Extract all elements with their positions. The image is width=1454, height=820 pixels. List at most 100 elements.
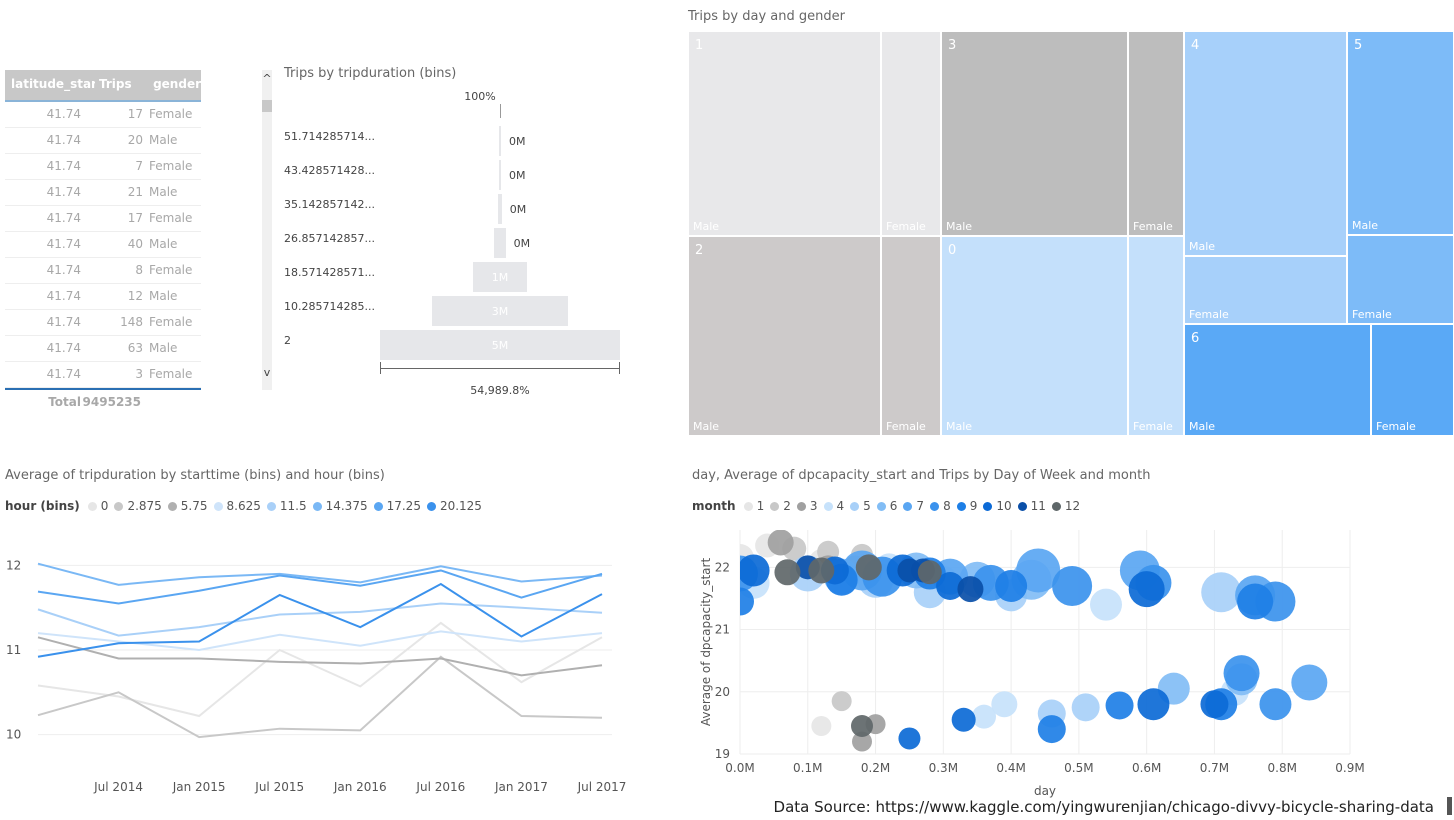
treemap-tile-day-1-male[interactable]: 1 Male bbox=[688, 31, 881, 236]
legend-item[interactable]: 8 bbox=[930, 499, 951, 513]
source-scroll-handle[interactable] bbox=[1447, 797, 1452, 815]
scatter-bubble-month-12[interactable] bbox=[774, 559, 801, 586]
table-row[interactable]: 41.74 17 Female bbox=[5, 102, 201, 128]
table-row[interactable]: 41.74 12 Male bbox=[5, 284, 201, 310]
legend-item[interactable]: 2.875 bbox=[114, 499, 162, 513]
scatter-bubble-month-12[interactable] bbox=[917, 560, 942, 585]
line-series-11.5[interactable] bbox=[37, 602, 603, 637]
legend-item[interactable]: 8.625 bbox=[213, 499, 261, 513]
scatter-bubble-month-12[interactable] bbox=[851, 715, 873, 737]
treemap-tile-day-6-male[interactable]: 6 Male bbox=[1184, 324, 1371, 436]
legend-item[interactable]: 11 bbox=[1017, 499, 1046, 513]
table-row[interactable]: 41.74 40 Male bbox=[5, 232, 201, 258]
treemap-tile-day-3-female[interactable]: Female bbox=[1128, 31, 1184, 236]
scatter-bubble-month-10[interactable] bbox=[951, 707, 976, 732]
table-row[interactable]: 41.74 3 Female bbox=[5, 362, 201, 388]
scatter-bubble-month-5[interactable] bbox=[1071, 693, 1100, 722]
treemap-tile-day-0-male[interactable]: 0 Male bbox=[941, 236, 1128, 436]
funnel-chart[interactable]: 100% 54,989.8% 51.714285714... 0M 43.42857… bbox=[280, 86, 630, 406]
scatter-bubble-month-2[interactable] bbox=[831, 691, 852, 712]
legend-item[interactable]: 9 bbox=[956, 499, 977, 513]
legend-item[interactable]: 11.5 bbox=[266, 499, 307, 513]
scatter-bubble-month-8[interactable] bbox=[1259, 688, 1292, 721]
scatter-bubble-month-1[interactable] bbox=[811, 716, 832, 736]
scatter-bubble-month-7[interactable] bbox=[1016, 548, 1061, 593]
scroll-up-arrow-icon[interactable]: ^ bbox=[262, 72, 272, 85]
scatter-bubble-month-3[interactable] bbox=[767, 529, 794, 556]
scatter-bubble-month-7[interactable] bbox=[1291, 664, 1328, 701]
legend-item[interactable]: 3 bbox=[796, 499, 818, 513]
legend-item[interactable]: 5.75 bbox=[167, 499, 208, 513]
funnel-bar[interactable] bbox=[432, 296, 568, 326]
scatter-bubble-month-9[interactable] bbox=[1037, 715, 1066, 744]
column-header-latitude[interactable]: latitude_start bbox=[5, 70, 103, 100]
scatter-bubble-month-8[interactable] bbox=[1223, 655, 1260, 692]
legend-item[interactable]: 6 bbox=[876, 499, 897, 513]
funnel-bar[interactable] bbox=[472, 262, 528, 292]
treemap-tile-day-4-male[interactable]: 4 Male bbox=[1184, 31, 1347, 256]
funnel-bar[interactable] bbox=[380, 330, 620, 360]
line-series-17.25[interactable] bbox=[37, 569, 603, 605]
legend-item[interactable]: 10 bbox=[983, 499, 1012, 513]
treemap-tile-day-2-female[interactable]: Female bbox=[881, 236, 941, 436]
funnel-bar[interactable] bbox=[499, 126, 501, 156]
treemap-chart[interactable]: 1 Male Female 2 Male Female 3 Male Female 0 Male Fe… bbox=[688, 31, 1454, 436]
treemap-tile-day-1-female[interactable]: Female bbox=[881, 31, 941, 236]
scatter-bubble-month-12[interactable] bbox=[808, 557, 835, 584]
line-chart[interactable]: 12 11 10 Jul 2014 Jan 2015 Jul 2015 Jan 2016 Ju… bbox=[0, 520, 640, 800]
legend-item[interactable]: 20.125 bbox=[426, 499, 482, 513]
legend-item[interactable]: 7 bbox=[903, 499, 924, 513]
legend-item[interactable]: 4 bbox=[823, 499, 844, 513]
treemap-tile-day-0-female[interactable]: Female bbox=[1128, 236, 1184, 436]
table-row[interactable]: 41.74 148 Female bbox=[5, 310, 201, 336]
treemap-tile-day-5-female[interactable]: Female bbox=[1347, 235, 1454, 324]
table-row[interactable]: 41.74 7 Female bbox=[5, 154, 201, 180]
scatter-bubble-month-10[interactable] bbox=[898, 727, 921, 750]
scatter-bubble-month-3[interactable] bbox=[852, 731, 872, 752]
scatter-bubble-month-10[interactable] bbox=[1137, 688, 1170, 721]
treemap-tile-day-6-female[interactable]: Female bbox=[1371, 324, 1454, 436]
scatter-bubble-month-4[interactable] bbox=[1090, 588, 1122, 621]
table-row[interactable]: 41.74 63 Male bbox=[5, 336, 201, 362]
funnel-bar[interactable] bbox=[498, 194, 502, 224]
line-series-20.125[interactable] bbox=[37, 582, 603, 658]
legend-item[interactable]: 12 bbox=[1051, 499, 1080, 513]
legend-item[interactable]: 0 bbox=[87, 499, 108, 513]
funnel-bar[interactable] bbox=[494, 228, 506, 258]
table-row[interactable]: 41.74 8 Female bbox=[5, 258, 201, 284]
line-series-14.375[interactable] bbox=[37, 562, 603, 586]
legend-item[interactable]: 1 bbox=[743, 499, 764, 513]
scatter-chart[interactable]: 0.0M 0.1M 0.2M 0.3M 0.4M 0.5M 0.6M 0.7M 0.8M 0.9M… bbox=[690, 520, 1454, 800]
legend-item[interactable]: 5 bbox=[850, 499, 871, 513]
scatter-bubble-month-9[interactable] bbox=[1237, 583, 1274, 620]
funnel-bar[interactable] bbox=[499, 160, 501, 190]
scatter-bubble-month-11[interactable] bbox=[957, 576, 984, 603]
scatter-bubble-month-10[interactable] bbox=[936, 572, 965, 600]
scatter-bubble-month-10[interactable] bbox=[1128, 571, 1165, 608]
scatter-bubble-month-9[interactable] bbox=[726, 587, 754, 616]
treemap-tile-day-3-male[interactable]: 3 Male bbox=[941, 31, 1128, 236]
treemap-tile-day-5-male[interactable]: 5 Male bbox=[1347, 31, 1454, 235]
scatter-bubble-month-4[interactable] bbox=[991, 691, 1018, 718]
line-series-2.875[interactable] bbox=[37, 655, 603, 739]
scatter-bubble-month-9[interactable] bbox=[995, 570, 1028, 602]
legend-item[interactable]: 17.25 bbox=[373, 499, 421, 513]
scatter-bubble-month-9[interactable] bbox=[1105, 691, 1134, 720]
scatter-bubble-month-8[interactable] bbox=[1052, 566, 1093, 606]
table-row[interactable]: 41.74 17 Female bbox=[5, 206, 201, 232]
column-header-trips[interactable]: Trips bbox=[95, 70, 153, 100]
scatter-bubble-month-10[interactable] bbox=[1200, 690, 1229, 719]
scroll-down-arrow-icon[interactable]: v bbox=[263, 366, 271, 379]
scatter-bubble-month-4[interactable] bbox=[972, 704, 996, 729]
scatter-bubble-month-12[interactable] bbox=[855, 554, 882, 581]
table-scrollbar[interactable]: ^ v bbox=[262, 70, 272, 390]
line-series-0[interactable] bbox=[37, 621, 603, 718]
table-row[interactable]: 41.74 20 Male bbox=[5, 128, 201, 154]
scroll-thumb[interactable] bbox=[262, 100, 272, 112]
scatter-bubble-month-5[interactable] bbox=[1201, 572, 1242, 613]
treemap-tile-day-4-female[interactable]: Female bbox=[1184, 256, 1347, 324]
scatter-bubble-month-10[interactable] bbox=[738, 554, 770, 587]
line-series-5.75[interactable] bbox=[37, 636, 603, 677]
legend-item[interactable]: 14.375 bbox=[312, 499, 368, 513]
table-row[interactable]: 41.74 21 Male bbox=[5, 180, 201, 206]
